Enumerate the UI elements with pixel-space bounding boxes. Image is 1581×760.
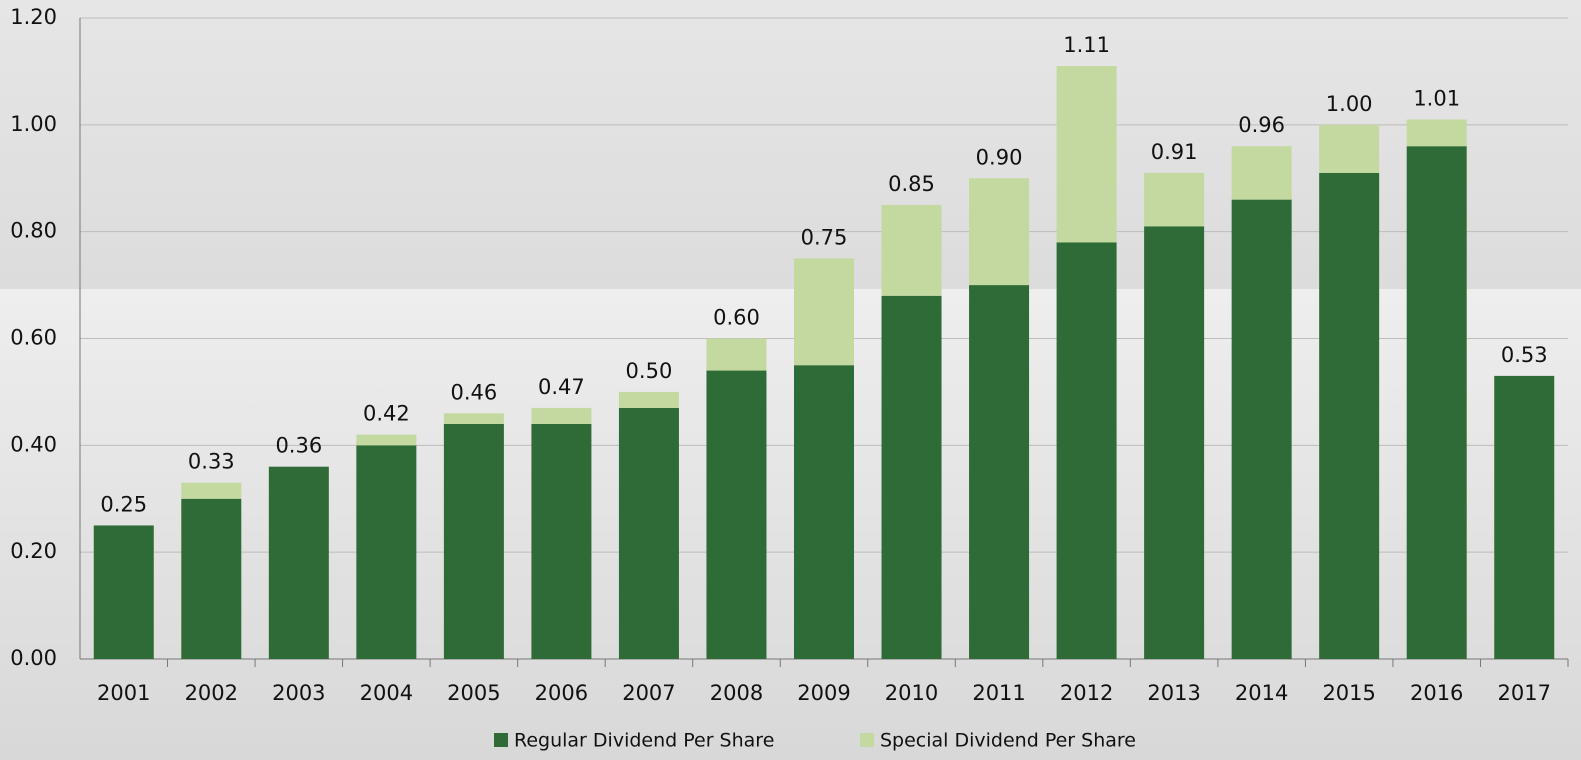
bar-segment	[356, 435, 416, 446]
bar-segment	[444, 424, 504, 659]
bar-segment	[1319, 173, 1379, 659]
total-label: 1.01	[1413, 86, 1460, 110]
total-label: 0.91	[1151, 140, 1198, 164]
y-tick-label: 0.40	[10, 432, 57, 456]
bar-segment	[1144, 226, 1204, 659]
bar-segment	[619, 408, 679, 659]
bar-segment	[1319, 125, 1379, 173]
bar-segment	[1407, 119, 1467, 146]
y-tick-label: 0.60	[10, 326, 57, 350]
y-tick-label: 0.80	[10, 219, 57, 243]
bar-segment	[882, 205, 942, 296]
legend-swatch	[860, 733, 874, 747]
total-label: 0.47	[538, 375, 585, 399]
total-label: 0.85	[888, 172, 935, 196]
x-tick-label: 2003	[272, 681, 325, 705]
total-label: 1.11	[1063, 33, 1110, 57]
bar-segment	[531, 424, 591, 659]
total-label: 0.42	[363, 402, 410, 426]
total-label: 0.25	[100, 492, 147, 516]
total-label: 0.46	[450, 380, 497, 404]
total-label: 0.90	[976, 145, 1023, 169]
bar-segment	[706, 371, 766, 659]
total-label: 0.60	[713, 306, 760, 330]
total-label: 0.33	[188, 450, 235, 474]
x-tick-label: 2010	[885, 681, 938, 705]
bar-segment	[794, 258, 854, 365]
y-tick-label: 0.00	[10, 646, 57, 670]
bar-segment	[1494, 376, 1554, 659]
chart: 0.00 0.20 0.40 0.60 0.80 1.00 1.20 2001 0.25 2002…	[0, 0, 1581, 760]
legend-swatch	[494, 733, 508, 747]
x-tick-label: 2009	[797, 681, 850, 705]
bar-segment	[1057, 242, 1117, 659]
x-tick-label: 2001	[97, 681, 150, 705]
total-label: 0.36	[275, 434, 322, 458]
legend-label: Special Dividend Per Share	[880, 730, 1136, 752]
x-tick-label: 2011	[972, 681, 1025, 705]
x-tick-label: 2008	[710, 681, 763, 705]
y-tick-label: 0.20	[10, 539, 57, 563]
bar-segment	[1057, 66, 1117, 242]
bar-segment	[1407, 146, 1467, 659]
legend-label: Regular Dividend Per Share	[514, 730, 774, 752]
bar-segment	[706, 339, 766, 371]
x-tick-label: 2012	[1060, 681, 1113, 705]
total-label: 0.96	[1238, 113, 1285, 137]
x-tick-label: 2004	[360, 681, 413, 705]
x-tick-label: 2007	[622, 681, 675, 705]
x-tick-label: 2006	[535, 681, 588, 705]
bar-segment	[269, 467, 329, 659]
bar-segment	[531, 408, 591, 424]
x-tick-label: 2013	[1147, 681, 1200, 705]
x-tick-label: 2002	[185, 681, 238, 705]
bar-segment	[1144, 173, 1204, 226]
bar-segment	[969, 178, 1029, 285]
x-tick-label: 2015	[1322, 681, 1375, 705]
bar-segment	[1232, 200, 1292, 659]
y-tick-label: 1.00	[10, 112, 57, 136]
bar-segment	[94, 525, 154, 659]
x-tick-label: 2005	[447, 681, 500, 705]
x-tick-label: 2014	[1235, 681, 1288, 705]
bar-segment	[969, 285, 1029, 659]
x-tick-label: 2017	[1498, 681, 1551, 705]
bar-segment	[181, 483, 241, 499]
bar-segment	[619, 392, 679, 408]
total-label: 0.75	[801, 225, 848, 249]
bar-segment	[1232, 146, 1292, 199]
total-label: 0.50	[626, 359, 673, 383]
bar-segment	[356, 445, 416, 659]
total-label: 0.53	[1501, 343, 1548, 367]
bar-segment	[794, 365, 854, 659]
bar-segment	[444, 413, 504, 424]
y-tick-label: 1.20	[10, 5, 57, 29]
x-tick-label: 2016	[1410, 681, 1463, 705]
bar-segment	[882, 296, 942, 659]
total-label: 1.00	[1326, 92, 1373, 116]
bar-segment	[181, 499, 241, 659]
